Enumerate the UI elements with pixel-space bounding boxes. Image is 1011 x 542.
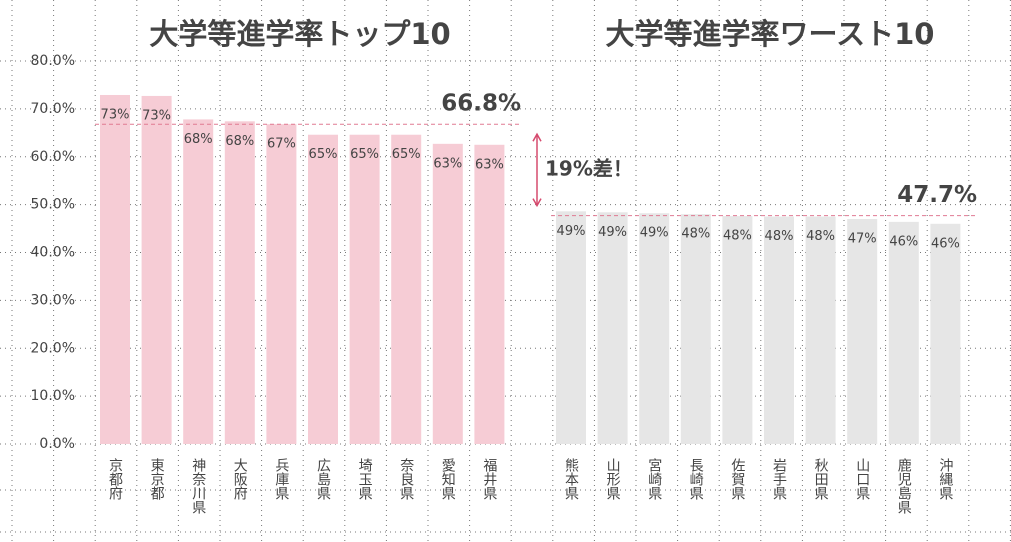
reference-label: 47.7%: [897, 182, 977, 208]
value-label: 49%: [557, 224, 586, 239]
bar: [183, 119, 214, 444]
value-label: 48%: [723, 229, 752, 244]
bar: [349, 134, 380, 445]
y-tick-label: 80.0%: [31, 53, 75, 69]
value-label: 48%: [806, 229, 835, 244]
y-tick-label: 50.0%: [31, 197, 75, 213]
x-tick-label: 沖縄県: [937, 458, 953, 500]
y-tick-label: 60.0%: [31, 149, 75, 165]
x-tick-label: 福井県: [481, 458, 497, 500]
x-tick-label: 山形県: [605, 458, 621, 500]
arrow-head: [532, 132, 542, 142]
x-tick-label: 広島県: [315, 458, 331, 500]
x-tick-label: 兵庫県: [273, 458, 289, 500]
x-tick-label: 宮崎県: [646, 458, 662, 500]
x-tick-label: 鹿児島県: [896, 457, 912, 514]
value-label: 73%: [101, 107, 130, 122]
x-tick-label: 京都府: [107, 458, 123, 501]
value-label: 47%: [848, 231, 877, 246]
x-tick-label: 奈良県: [398, 458, 414, 500]
bar: [141, 95, 172, 444]
y-tick-label: 0.0%: [39, 436, 75, 452]
arrow-head: [532, 198, 542, 208]
value-label: 73%: [142, 108, 171, 123]
bar: [100, 94, 130, 445]
x-tick-label: 山口県: [854, 458, 870, 500]
value-label: 68%: [225, 134, 254, 149]
x-tick-label: 神奈川県: [190, 458, 206, 514]
y-tick-label: 10.0%: [31, 388, 75, 404]
x-tick-label: 秋田県: [813, 458, 829, 500]
bar: [308, 134, 338, 445]
x-tick-label: 熊本県: [563, 458, 579, 500]
bar: [266, 124, 297, 444]
bar: [680, 214, 711, 444]
x-tick-label: 佐賀県: [729, 458, 745, 500]
value-label: 46%: [889, 234, 918, 249]
bar: [432, 143, 463, 445]
annotation: 19%差！: [545, 156, 633, 180]
x-tick-label: 愛知県: [440, 458, 456, 500]
value-label: 63%: [433, 156, 462, 171]
x-tick-label: 東京都: [149, 458, 165, 500]
bar: [888, 221, 919, 444]
reference-label: 66.8%: [441, 91, 521, 117]
bar: [930, 223, 961, 444]
bar: [764, 216, 794, 444]
chart-title: 大学等進学率トップ10: [149, 17, 450, 51]
bar: [639, 213, 670, 444]
bar: [722, 216, 753, 444]
value-label: 46%: [931, 236, 960, 251]
y-tick-label: 70.0%: [31, 101, 75, 117]
bar: [224, 121, 255, 444]
y-tick-label: 30.0%: [31, 292, 75, 308]
value-label: 63%: [475, 157, 504, 172]
bar: [556, 211, 586, 444]
chart-title: 大学等進学率ワースト10: [606, 17, 935, 51]
bar: [474, 144, 505, 444]
value-label: 68%: [184, 132, 213, 147]
bar: [391, 134, 422, 445]
bar: [805, 216, 836, 444]
x-tick-label: 長崎県: [688, 458, 704, 500]
value-label: 49%: [640, 226, 669, 241]
y-tick-label: 20.0%: [31, 340, 75, 356]
x-tick-label: 埼玉県: [357, 458, 373, 500]
value-label: 49%: [598, 225, 627, 240]
value-label: 48%: [681, 227, 710, 242]
y-tick-label: 40.0%: [31, 245, 75, 261]
value-label: 65%: [392, 147, 421, 162]
value-label: 65%: [350, 147, 379, 162]
bar: [847, 218, 878, 444]
value-label: 67%: [267, 137, 296, 152]
value-label: 48%: [765, 229, 794, 244]
x-tick-label: 岩手県: [771, 458, 787, 500]
x-tick-label: 大阪府: [232, 458, 248, 501]
bar: [597, 212, 628, 444]
value-label: 65%: [309, 147, 338, 162]
